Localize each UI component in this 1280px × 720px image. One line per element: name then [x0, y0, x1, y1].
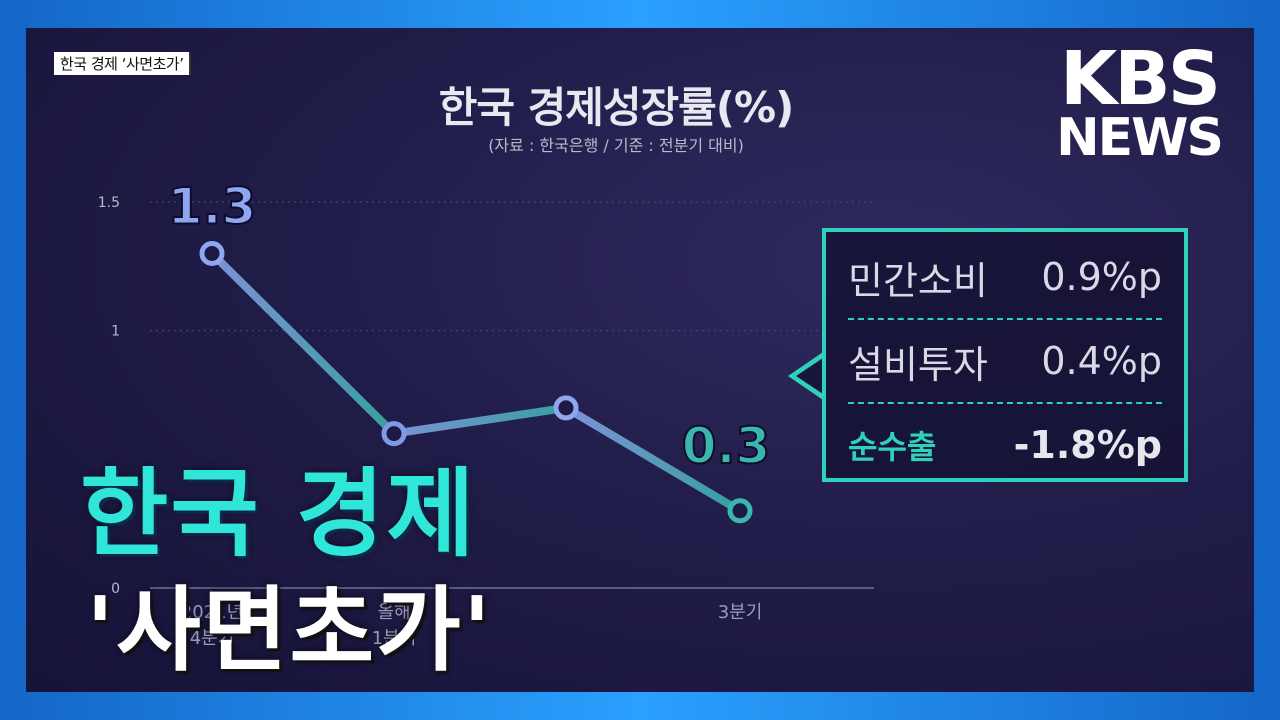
logo-news: NEWS — [1056, 108, 1224, 169]
chart-subtitle: (자료 : 한국은행 / 기준 : 전분기 대비) — [488, 136, 744, 155]
breakdown-label: 순수출 — [848, 428, 937, 466]
breakdown-box: 민간소비 0.9%p 설비투자 0.4%p 순수출 -1.8%p — [822, 228, 1188, 482]
x-tick-label: 올해 1분기 — [372, 602, 417, 649]
headline-line-1: 한국 경제 — [80, 458, 477, 570]
chart-stage: 한국 경제 ‘사면초가’ 한국 경제성장률(%) (자료 : 한국은행 / 기준… — [26, 28, 1254, 692]
chart-title: 한국 경제성장률(%) — [438, 83, 795, 132]
data-point — [381, 421, 407, 447]
breakdown-value: -1.8%p — [1013, 423, 1162, 467]
y-tick-label: 1 — [111, 324, 120, 340]
breakdown-value: 0.4%p — [1041, 339, 1162, 383]
breakdown-label: 민간소비 — [848, 258, 988, 303]
line-chart: 1.5 1 0 2021년 4분기 올해 1분기 3분기 1.3 0.3 — [98, 176, 874, 649]
y-tick-label: 0 — [111, 581, 120, 597]
breakdown-label: 설비투자 — [848, 342, 988, 387]
data-label: 1.3 — [168, 177, 257, 235]
breakdown-row-private-consumption: 민간소비 0.9%p — [848, 236, 1162, 320]
series-line-segment — [390, 403, 570, 438]
data-point — [199, 240, 225, 266]
corner-topic-tag: 한국 경제 ‘사면초가’ — [54, 52, 192, 75]
breakdown-row-net-exports: 순수출 -1.8%p — [848, 404, 1162, 486]
data-label: 0.3 — [682, 417, 771, 475]
data-point — [727, 498, 753, 524]
breakdown-value: 0.9%p — [1041, 255, 1162, 299]
breakdown-row-facility-investment: 설비투자 0.4%p — [848, 320, 1162, 404]
y-tick-label: 1.5 — [98, 195, 120, 211]
data-point — [553, 395, 579, 421]
kbs-news-logo: KBS NEWS — [1044, 36, 1234, 169]
x-tick-label: 2021년 4분기 — [181, 602, 243, 649]
series-line-segment — [562, 403, 744, 515]
headline-line-2: '사면초가' — [86, 577, 493, 684]
callout-pointer-inner — [796, 356, 826, 396]
logo-kbs: KBS — [1059, 36, 1221, 122]
series-line-segment — [208, 249, 398, 438]
x-tick-label: 3분기 — [718, 602, 763, 623]
